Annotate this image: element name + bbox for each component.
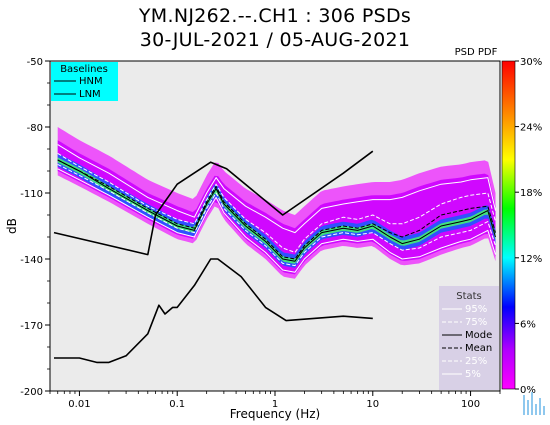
y-axis: -50 -80 -110 -140 -170 -200 xyxy=(20,57,50,398)
series-lnm-line xyxy=(54,258,373,364)
mean-legend-label: Mean xyxy=(465,343,492,354)
heatmap-core-band xyxy=(57,153,496,268)
y-tick-label: -170 xyxy=(20,321,43,332)
chart-title-line1: YM.NJ262.--.CH1 : 306 PSDs xyxy=(138,5,412,27)
stats-legend-box xyxy=(439,286,499,390)
y-tick-label: -80 xyxy=(27,123,43,134)
colorbar-tick-label: 12% xyxy=(520,254,542,265)
colorbar xyxy=(501,60,516,390)
x-tick-label: 10 xyxy=(366,399,379,410)
lnm-legend-label: LNM xyxy=(79,89,101,100)
x-tick-label: 0.1 xyxy=(169,399,185,410)
series-5pct-line xyxy=(57,168,496,273)
series-25pct-line xyxy=(57,163,496,267)
colorbar-label: PSD PDF xyxy=(455,47,498,58)
series-mode-line xyxy=(57,159,496,262)
x-axis: 0.01 0.1 1 10 100 xyxy=(49,391,501,410)
p95-legend-label: 95% xyxy=(465,304,487,315)
colorbar-tick-label: 6% xyxy=(520,319,536,330)
series-75pct-line xyxy=(57,152,496,253)
stats-legend-title: Stats xyxy=(456,291,482,302)
p25-legend-label: 25% xyxy=(465,356,487,367)
colorbar-tick-label: 0% xyxy=(520,385,536,396)
baselines-legend: Baselines HNM LNM xyxy=(51,62,118,101)
y-tick-label: -140 xyxy=(20,255,43,266)
colorbar-tick-label: 18% xyxy=(520,188,542,199)
colorbar-tick-label: 24% xyxy=(520,123,542,134)
series-mean-line xyxy=(57,159,496,260)
x-tick-label: 1 xyxy=(272,399,278,410)
x-tick-label: 100 xyxy=(461,399,480,410)
y-tick-label: -200 xyxy=(20,387,43,398)
series-hnm-line xyxy=(53,150,374,256)
plot-curves xyxy=(53,144,496,364)
series-95pct-line xyxy=(57,144,496,234)
x-tick-label: 0.01 xyxy=(68,399,90,410)
colorbar-ticks: 0% 6% 12% 18% 24% 30% xyxy=(515,57,542,396)
y-tick-label: -110 xyxy=(20,189,43,200)
p5-legend-label: 5% xyxy=(465,369,481,380)
logo-icon xyxy=(523,392,545,415)
colorbar-tick-label: 30% xyxy=(520,57,542,68)
x-axis-label: Frequency (Hz) xyxy=(230,407,321,421)
heatmap-peak-band xyxy=(57,157,496,264)
y-axis-label: dB xyxy=(5,218,19,234)
p75-legend-label: 75% xyxy=(465,317,487,328)
mode-legend-label: Mode xyxy=(465,330,492,341)
stats-legend: Stats 95% 75% Mode Mean 25% 5% xyxy=(439,286,499,390)
baselines-legend-title: Baselines xyxy=(60,64,108,75)
hnm-legend-label: HNM xyxy=(79,76,103,87)
chart-title-line2: 30-JUL-2021 / 05-AUG-2021 xyxy=(139,29,411,51)
y-tick-label: -50 xyxy=(27,57,43,68)
